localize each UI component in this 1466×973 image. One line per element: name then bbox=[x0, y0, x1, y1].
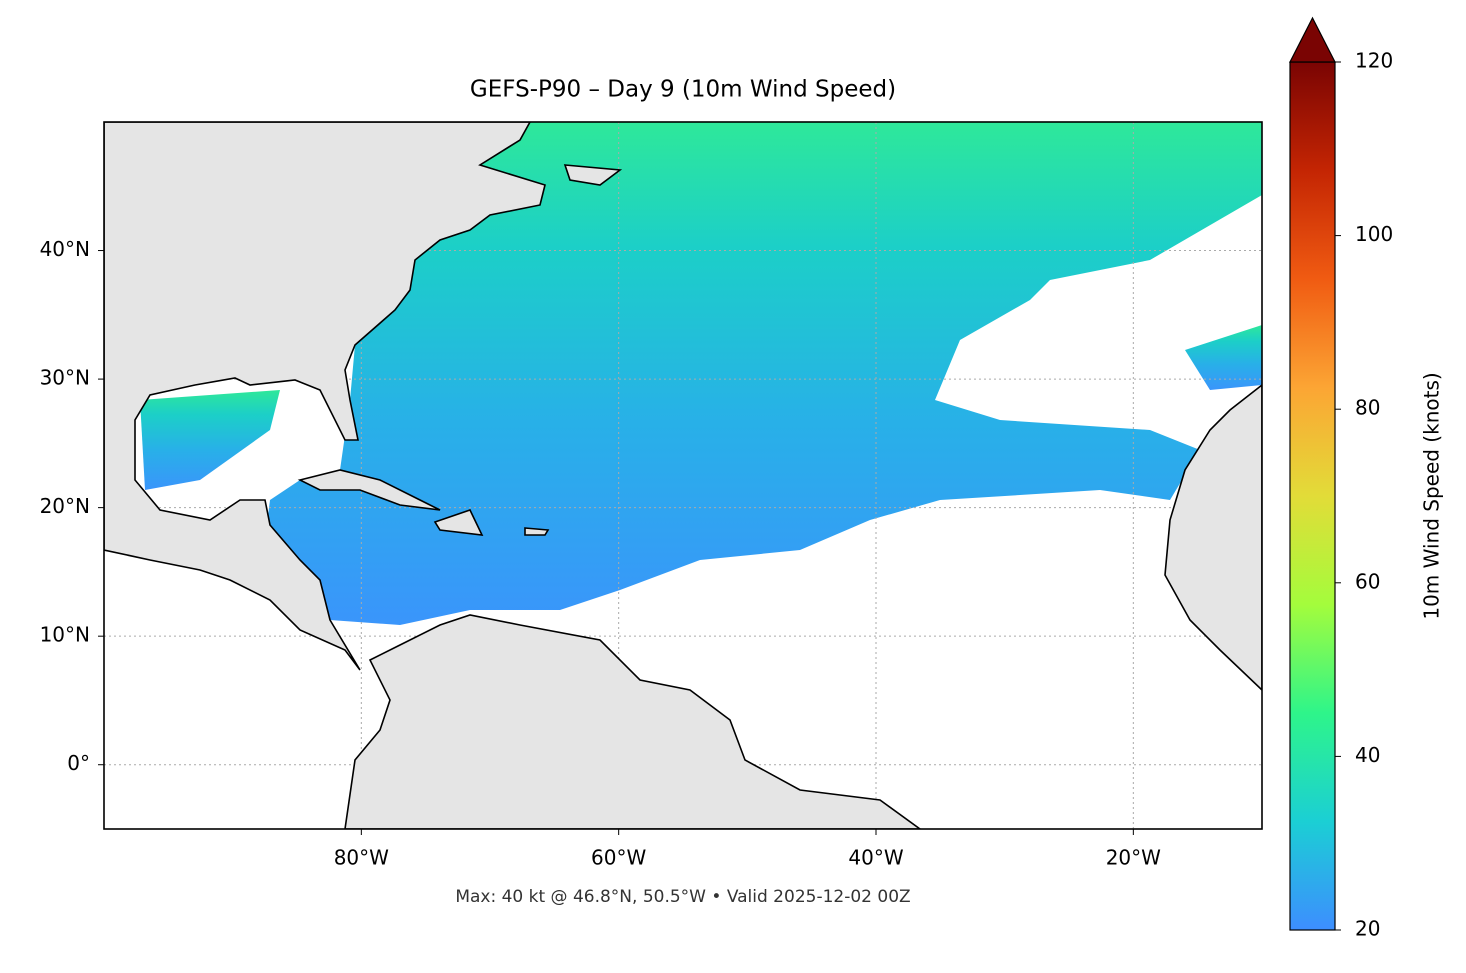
x-tick-label: 40°W bbox=[848, 846, 903, 870]
colorbar-tick-label: 120 bbox=[1355, 49, 1393, 73]
colorbar-extend bbox=[1289, 16, 1336, 63]
north-america bbox=[104, 122, 546, 671]
y-tick-label: 0° bbox=[67, 751, 90, 775]
south-america bbox=[344, 614, 922, 829]
colorbar-tick-label: 60 bbox=[1355, 569, 1380, 593]
y-tick-label: 40°N bbox=[40, 237, 90, 261]
colorbar-tick-label: 20 bbox=[1355, 917, 1380, 941]
plot-frame bbox=[103, 121, 1263, 830]
x-tick-label: 60°W bbox=[591, 846, 646, 870]
x-tick-label: 20°W bbox=[1106, 846, 1161, 870]
puerto-rico bbox=[524, 527, 550, 536]
map-title: GEFS-P90 – Day 9 (10m Wind Speed) bbox=[470, 77, 896, 103]
colorbar-tick-label: 80 bbox=[1355, 396, 1380, 420]
wind-field-gulf bbox=[140, 390, 280, 490]
colorbar-label: 10m Wind Speed (knots) bbox=[1420, 372, 1444, 619]
colorbar-scale bbox=[1289, 61, 1336, 931]
wind-field-east bbox=[1185, 325, 1262, 390]
colorbar: 20 40 60 80 100 120 bbox=[1289, 16, 1393, 941]
y-tick-label: 30°N bbox=[40, 366, 90, 390]
annotation: Max: 40 kt @ 46.8°N, 50.5°W • Valid 2025… bbox=[455, 887, 910, 907]
y-tick-label: 20°N bbox=[40, 494, 90, 518]
hispaniola bbox=[433, 509, 484, 536]
cuba bbox=[297, 469, 441, 511]
x-tick-label: 80°W bbox=[334, 846, 389, 870]
africa bbox=[1164, 383, 1262, 692]
y-tick-label: 10°N bbox=[40, 623, 90, 647]
wind-field bbox=[265, 122, 1262, 625]
colorbar-tick-label: 40 bbox=[1355, 743, 1380, 767]
map-area bbox=[104, 122, 1262, 829]
colorbar-tick-label: 100 bbox=[1355, 222, 1393, 246]
newfoundland bbox=[563, 164, 623, 186]
